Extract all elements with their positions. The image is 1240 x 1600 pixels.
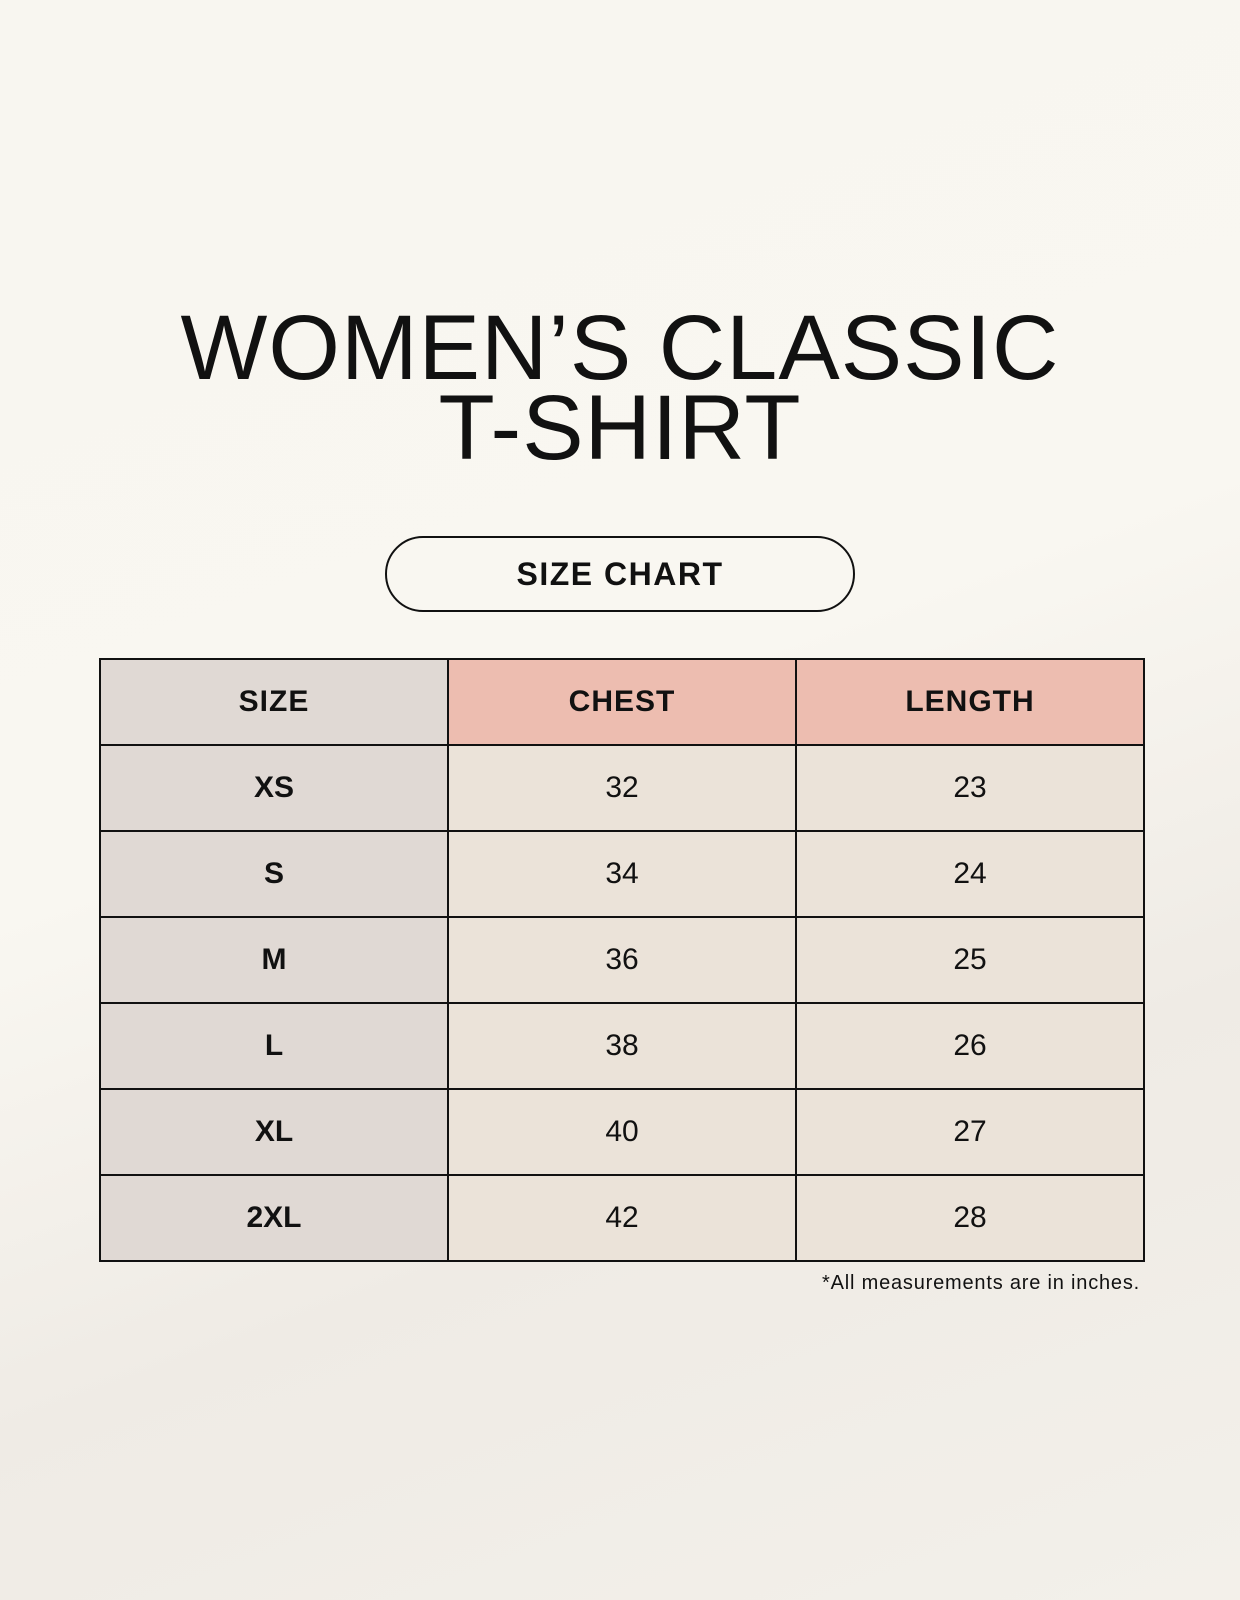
cell-length: 25 [795, 916, 1145, 1004]
table-row: M 36 25 [99, 916, 1145, 1004]
measurement-note: *All measurements are in inches. [822, 1272, 1140, 1294]
table-row: XL 40 27 [99, 1088, 1145, 1176]
cell-length: 27 [795, 1088, 1145, 1176]
cell-size: XL [99, 1088, 449, 1176]
cell-length: 24 [795, 830, 1145, 918]
table-row: L 38 26 [99, 1002, 1145, 1090]
size-chart-badge: SIZE CHART [385, 536, 855, 612]
cell-size: 2XL [99, 1174, 449, 1262]
cell-chest: 38 [447, 1002, 797, 1090]
header-chest: CHEST [447, 658, 797, 746]
table-header-row: SIZE CHEST LENGTH [99, 658, 1145, 746]
cell-length: 26 [795, 1002, 1145, 1090]
cell-size: L [99, 1002, 449, 1090]
cell-length: 23 [795, 744, 1145, 832]
cell-size: XS [99, 744, 449, 832]
size-table: SIZE CHEST LENGTH XS 32 23 S 34 24 M 36 25 L 38 26 X… [99, 658, 1145, 1262]
cell-chest: 34 [447, 830, 797, 918]
table-row: S 34 24 [99, 830, 1145, 918]
cell-chest: 40 [447, 1088, 797, 1176]
header-length: LENGTH [795, 658, 1145, 746]
table-row: 2XL 42 28 [99, 1174, 1145, 1262]
page-title: WOMEN’S CLASSIC T-SHIRT [0, 297, 1240, 479]
cell-chest: 36 [447, 916, 797, 1004]
cell-size: M [99, 916, 449, 1004]
title-line-1: WOMEN’S CLASSIC [180, 297, 1060, 399]
title-line-2: T-SHIRT [438, 377, 802, 479]
cell-length: 28 [795, 1174, 1145, 1262]
cell-chest: 42 [447, 1174, 797, 1262]
cell-chest: 32 [447, 744, 797, 832]
header-size: SIZE [99, 658, 449, 746]
table-row: XS 32 23 [99, 744, 1145, 832]
cell-size: S [99, 830, 449, 918]
